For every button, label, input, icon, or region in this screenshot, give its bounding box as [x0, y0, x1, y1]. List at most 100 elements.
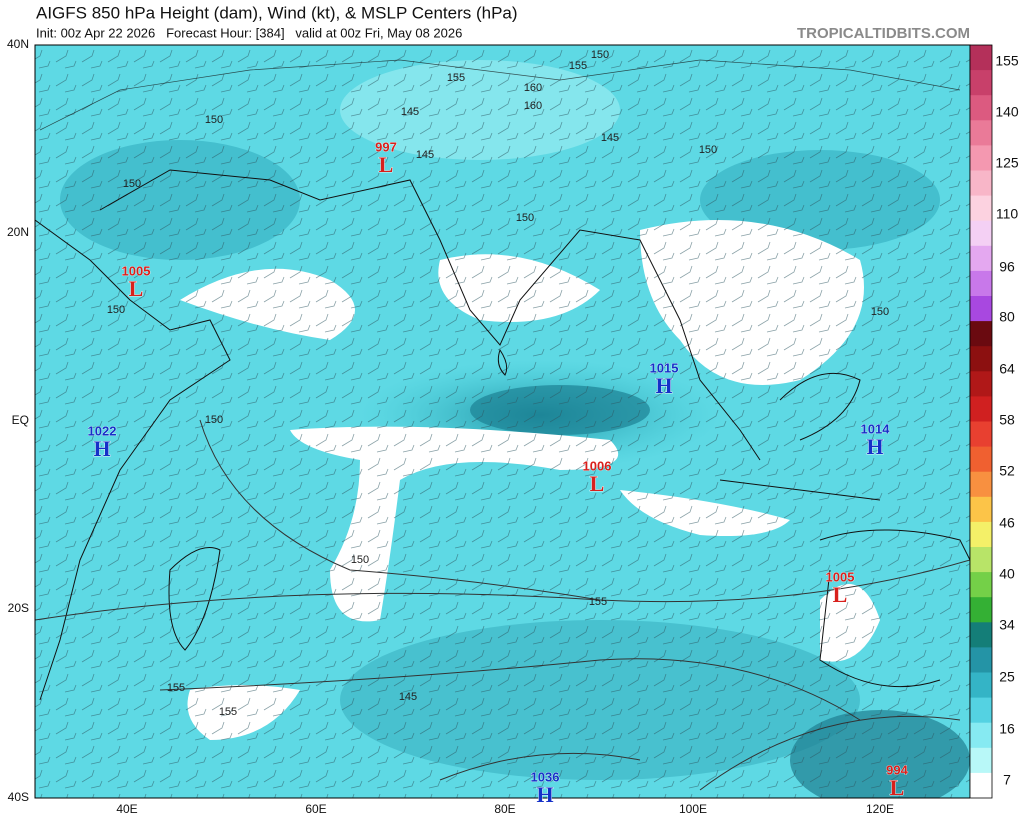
colorbar-band: [970, 170, 992, 197]
contour-label: 145: [401, 106, 419, 118]
colorbar-band: [970, 697, 992, 724]
colorbar-band: [970, 772, 992, 799]
colorbar-band: [970, 95, 992, 121]
colorbar-band: [970, 346, 992, 372]
lon-label: 100E: [679, 802, 707, 816]
contour-label: 150: [205, 414, 223, 426]
colorbar-band: [970, 396, 992, 422]
colorbar-band: [970, 296, 992, 322]
contour-label: 145: [399, 691, 417, 703]
colorbar-band: [970, 245, 992, 272]
contour-label: 155: [219, 706, 237, 718]
colorbar-label: 80: [999, 309, 1015, 325]
lon-label: 80E: [494, 802, 515, 816]
colorbar-band: [970, 145, 992, 171]
colorbar-label: 96: [999, 259, 1015, 275]
watermark: TROPICALTIDBITS.COM: [797, 25, 970, 42]
contour-label: 150: [591, 49, 609, 61]
center-letter: L: [379, 152, 394, 177]
center-letter: H: [655, 373, 672, 398]
colorbar-band: [970, 70, 992, 96]
colorbar-label: 155: [995, 53, 1019, 69]
center-value: 1005: [122, 263, 151, 278]
title: AIGFS 850 hPa Height (dam), Wind (kt), &…: [36, 3, 518, 22]
center-value: 997: [375, 139, 397, 154]
center-letter: L: [590, 471, 605, 496]
contour-label: 150: [123, 178, 141, 190]
colorbar-band: [970, 647, 992, 673]
center-letter: L: [129, 276, 144, 301]
center-value: 1005: [826, 569, 855, 584]
colorbar-band: [970, 270, 992, 297]
center-value: 994: [886, 762, 908, 777]
lat-label: 20S: [8, 601, 29, 615]
colorbar-band: [970, 45, 992, 71]
colorbar-label: 58: [999, 412, 1015, 428]
center-value: 1014: [861, 421, 891, 436]
center-value: 1015: [650, 360, 679, 375]
contour-label: 150: [871, 306, 889, 318]
map-field: [35, 45, 970, 798]
center-letter: L: [890, 775, 905, 800]
contour-label: 155: [167, 682, 185, 694]
colorbar-label: 40: [999, 566, 1015, 582]
colorbar-band: [970, 572, 992, 598]
colorbar-band: [970, 622, 992, 648]
colorbar-band: [970, 446, 992, 473]
center-value: 1036: [531, 769, 560, 784]
colorbar-label: 34: [999, 617, 1015, 633]
colorbar-band: [970, 120, 992, 146]
colorbar-frame: [969, 44, 993, 799]
contour-label: 145: [416, 149, 434, 161]
contour-label: 155: [569, 60, 587, 72]
contour-label: 150: [351, 554, 369, 566]
colorbar-label: 125: [995, 155, 1019, 171]
colorbar-label: 7: [1003, 772, 1011, 788]
contour-label: 145: [601, 132, 619, 144]
contour-label: 150: [516, 212, 534, 224]
colorbar-band: [970, 597, 992, 623]
lon-label: 60E: [305, 802, 326, 816]
contour-label: 160: [524, 82, 542, 94]
center-letter: H: [866, 434, 883, 459]
colorbar-band: [970, 421, 992, 448]
colorbar-label: 52: [999, 463, 1015, 479]
colorbar-band: [970, 672, 992, 699]
colorbar-label: 140: [995, 104, 1019, 120]
colorbar-band: [970, 547, 992, 573]
colorbar-band: [970, 220, 992, 247]
contour-label: 155: [447, 72, 465, 84]
contour-label: 150: [107, 304, 125, 316]
colorbar-band: [970, 521, 992, 548]
center-value: 1006: [583, 458, 612, 473]
lat-label: 20N: [7, 225, 29, 239]
contour-label: 150: [205, 114, 223, 126]
colorbar-label: 16: [999, 721, 1015, 737]
lon-label: 40E: [116, 802, 137, 816]
colorbar-band: [970, 722, 992, 749]
colorbar-band: [970, 496, 992, 523]
contour-label: 160: [524, 100, 542, 112]
lat-label: 40N: [7, 37, 29, 51]
center-value: 1022: [88, 423, 117, 438]
colorbar-band: [970, 321, 992, 347]
colorbar-label: 64: [999, 361, 1015, 377]
colorbar-band: [970, 195, 992, 222]
subtitle: Init: 00z Apr 22 2026 Forecast Hour: [38…: [36, 25, 462, 40]
contour-label: 155: [589, 596, 607, 608]
colorbar: [970, 45, 992, 799]
contour-label: 150: [699, 144, 717, 156]
center-letter: L: [833, 582, 848, 607]
colorbar-label: 110: [996, 206, 1019, 222]
colorbar-band: [970, 371, 992, 397]
center-letter: H: [93, 436, 110, 461]
colorbar-band: [970, 471, 992, 498]
lon-label: 120E: [866, 802, 894, 816]
center-letter: H: [536, 782, 553, 807]
lat-label: 40S: [8, 790, 29, 804]
colorbar-band: [970, 747, 992, 774]
colorbar-label: 25: [999, 669, 1015, 685]
colorbar-label: 46: [999, 515, 1015, 531]
